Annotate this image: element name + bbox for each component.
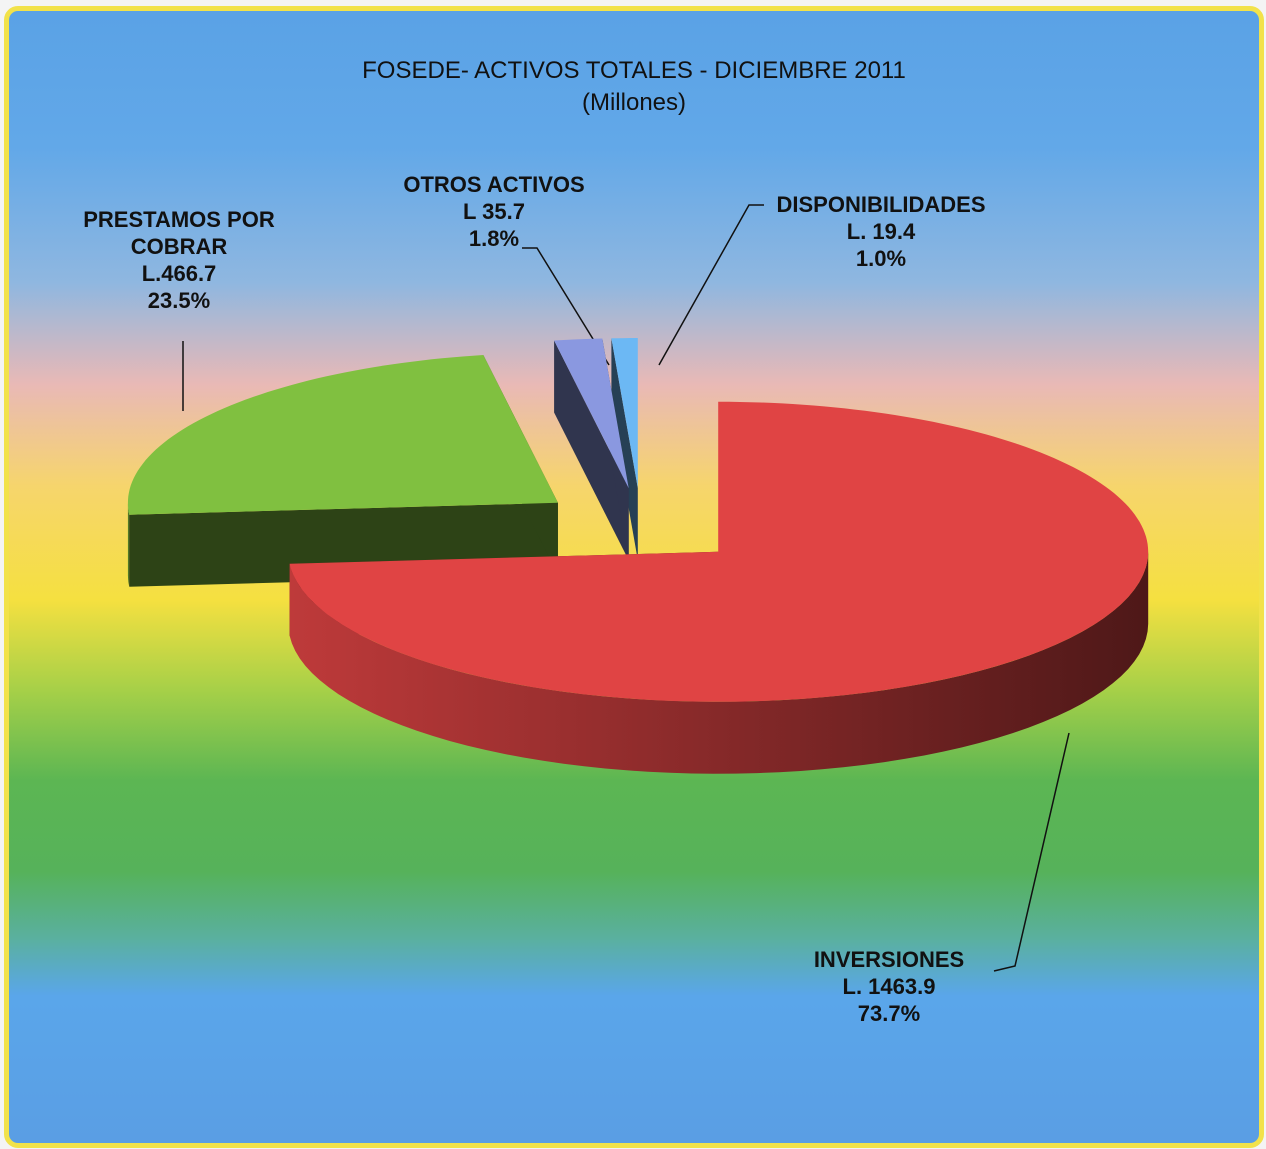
slice <box>289 401 1149 774</box>
slice-label: DISPONIBILIDADES L. 19.4 1.0% <box>731 191 1031 272</box>
percent-label: 1.0% <box>855 246 907 271</box>
value-label: L. 1463.9 <box>842 974 936 999</box>
chart-subtitle: (Millones) <box>581 89 686 116</box>
percent-label: 73.7% <box>857 1001 921 1026</box>
percent-label: 23.5% <box>147 288 211 313</box>
category-label: DISPONIBILIDADES <box>776 192 986 217</box>
category-label: OTROS ACTIVOS <box>403 172 585 197</box>
slice-side <box>127 502 130 587</box>
slice-top <box>289 401 1149 702</box>
slice-label: PRESTAMOS POR COBRAR L.466.7 23.5% <box>49 206 309 314</box>
slice-top <box>554 338 629 489</box>
slice-top <box>611 338 638 488</box>
value-label: L.466.7 <box>141 261 217 286</box>
slice <box>611 338 638 560</box>
slice <box>127 355 558 587</box>
slice <box>554 338 629 561</box>
leader-line <box>993 732 1070 972</box>
leader-line <box>658 204 764 366</box>
slice-top <box>127 355 558 515</box>
value-label: L 35.7 <box>463 199 525 224</box>
value-label: L. 19.4 <box>846 219 916 244</box>
category-label: INVERSIONES <box>813 947 965 972</box>
slice-cut-face <box>554 340 629 561</box>
leader-lines <box>182 204 1070 972</box>
category-label: PRESTAMOS POR COBRAR <box>83 207 275 259</box>
percent-label: 1.8% <box>468 226 520 251</box>
slice-label: OTROS ACTIVOS L 35.7 1.8% <box>364 171 624 252</box>
chart-frame: FOSEDE- ACTIVOS TOTALES - DICIEMBRE 2011… <box>4 6 1264 1148</box>
chart-title: FOSEDE- ACTIVOS TOTALES - DICIEMBRE 2011 <box>362 57 906 84</box>
slice-label: INVERSIONES L. 1463.9 73.7% <box>739 946 1039 1027</box>
leader-line <box>522 247 610 366</box>
slice-cut-face <box>611 338 638 560</box>
pie-chart <box>127 204 1149 972</box>
slice-side <box>289 551 1149 774</box>
pie-slices <box>127 338 1149 774</box>
